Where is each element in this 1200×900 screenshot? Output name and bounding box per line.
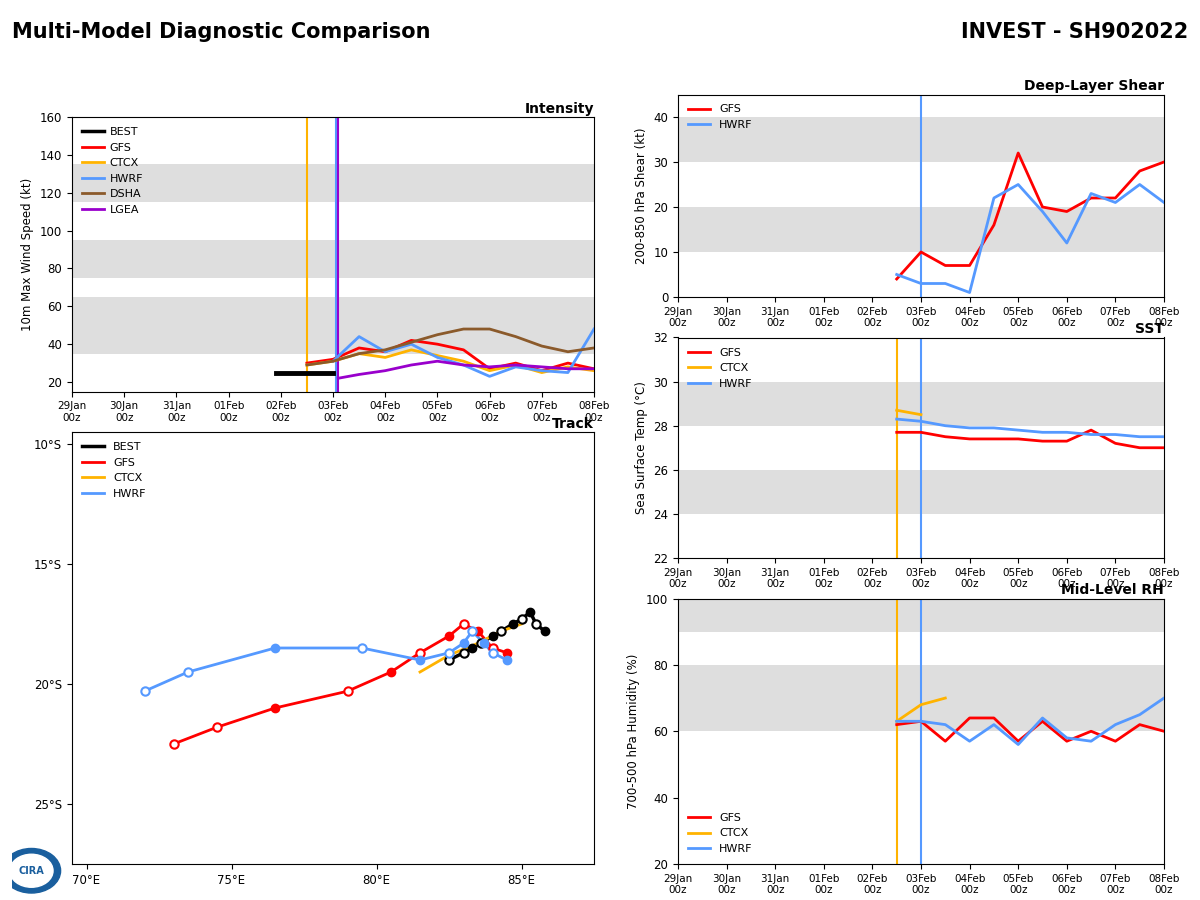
Text: Intensity: Intensity [524,102,594,116]
Text: Track: Track [552,417,594,431]
Legend: GFS, HWRF: GFS, HWRF [684,100,757,134]
Bar [678,470,1164,514]
Text: CIRA: CIRA [18,866,44,876]
Circle shape [10,854,53,887]
Legend: BEST, GFS, CTCX, HWRF, DSHA, LGEA: BEST, GFS, CTCX, HWRF, DSHA, LGEA [78,122,148,220]
Legend: GFS, CTCX, HWRF: GFS, CTCX, HWRF [684,343,757,393]
Bar [678,665,1164,731]
Y-axis label: 10m Max Wind Speed (kt): 10m Max Wind Speed (kt) [22,177,35,331]
Y-axis label: Sea Surface Temp (°C): Sea Surface Temp (°C) [635,382,648,514]
Bar [72,297,594,354]
Bar [678,598,1164,632]
Bar [678,207,1164,252]
Y-axis label: 200-850 hPa Shear (kt): 200-850 hPa Shear (kt) [635,128,648,264]
Legend: GFS, CTCX, HWRF: GFS, CTCX, HWRF [684,808,757,859]
Text: INVEST - SH902022: INVEST - SH902022 [961,22,1188,42]
Circle shape [2,849,60,893]
Bar [678,382,1164,426]
Bar [72,240,594,278]
Bar [678,117,1164,162]
Text: Mid-Level RH: Mid-Level RH [1061,583,1164,598]
Text: Deep-Layer Shear: Deep-Layer Shear [1024,79,1164,94]
Bar [72,165,594,202]
Text: SST: SST [1135,322,1164,337]
Y-axis label: 700-500 hPa Humidity (%): 700-500 hPa Humidity (%) [628,653,641,809]
Text: Multi-Model Diagnostic Comparison: Multi-Model Diagnostic Comparison [12,22,431,42]
Legend: BEST, GFS, CTCX, HWRF: BEST, GFS, CTCX, HWRF [78,437,151,503]
